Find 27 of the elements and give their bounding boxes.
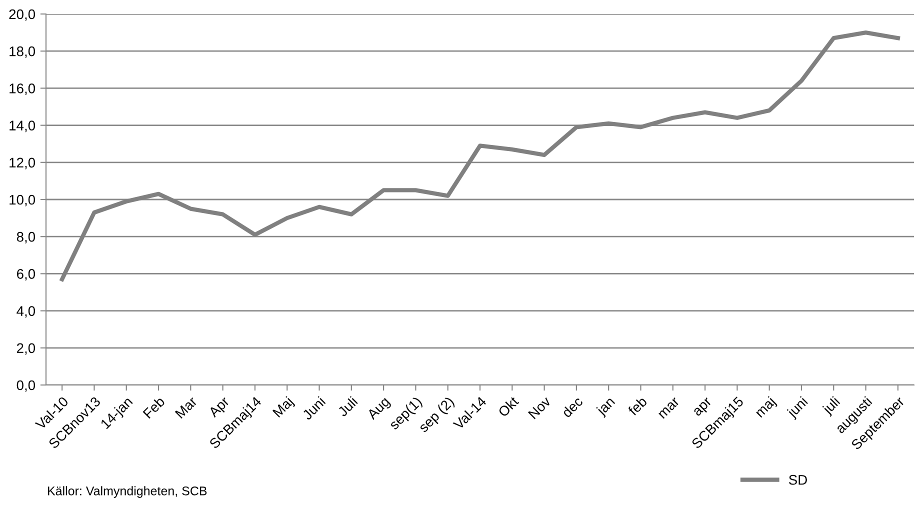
y-tick-label: 20,0 xyxy=(9,9,36,21)
y-tick-label: 6,0 xyxy=(16,269,36,281)
y-tick-label: 18,0 xyxy=(10,46,36,58)
y-tick-label: 2,0 xyxy=(16,343,36,355)
y-tick-label: 16,0 xyxy=(10,84,36,96)
x-tick-label: feb xyxy=(627,396,648,416)
x-tick-label: Aug xyxy=(366,396,392,422)
x-tick-label: Juni xyxy=(301,396,326,420)
x-tick-label: mar xyxy=(658,397,680,419)
x-tick-label: juli xyxy=(821,396,842,417)
legend-label: SD xyxy=(788,474,807,485)
x-tick-label: jan xyxy=(595,396,618,418)
x-tick-label: Juli xyxy=(336,396,358,418)
y-tick-label: 8,0 xyxy=(16,232,36,244)
y-tick-label: 4,0 xyxy=(16,306,36,318)
x-tick-label: maj xyxy=(754,396,778,420)
x-tick-label: dec xyxy=(561,396,584,418)
y-tick-label: 0,0 xyxy=(16,380,36,392)
x-tick-label: Feb xyxy=(142,396,166,419)
x-tick-label: Maj xyxy=(272,396,296,420)
x-tick-label: Nov xyxy=(528,396,552,420)
y-tick-label: 10,0 xyxy=(10,194,36,206)
text: Källor: Valmyndigheten, SCB xyxy=(48,486,207,498)
y-tick-label: 12,0 xyxy=(10,158,36,170)
y-tick-label: 14,0 xyxy=(10,120,36,132)
x-tick-label: Okt xyxy=(497,395,520,418)
x-tick-label: Mar xyxy=(174,396,198,419)
